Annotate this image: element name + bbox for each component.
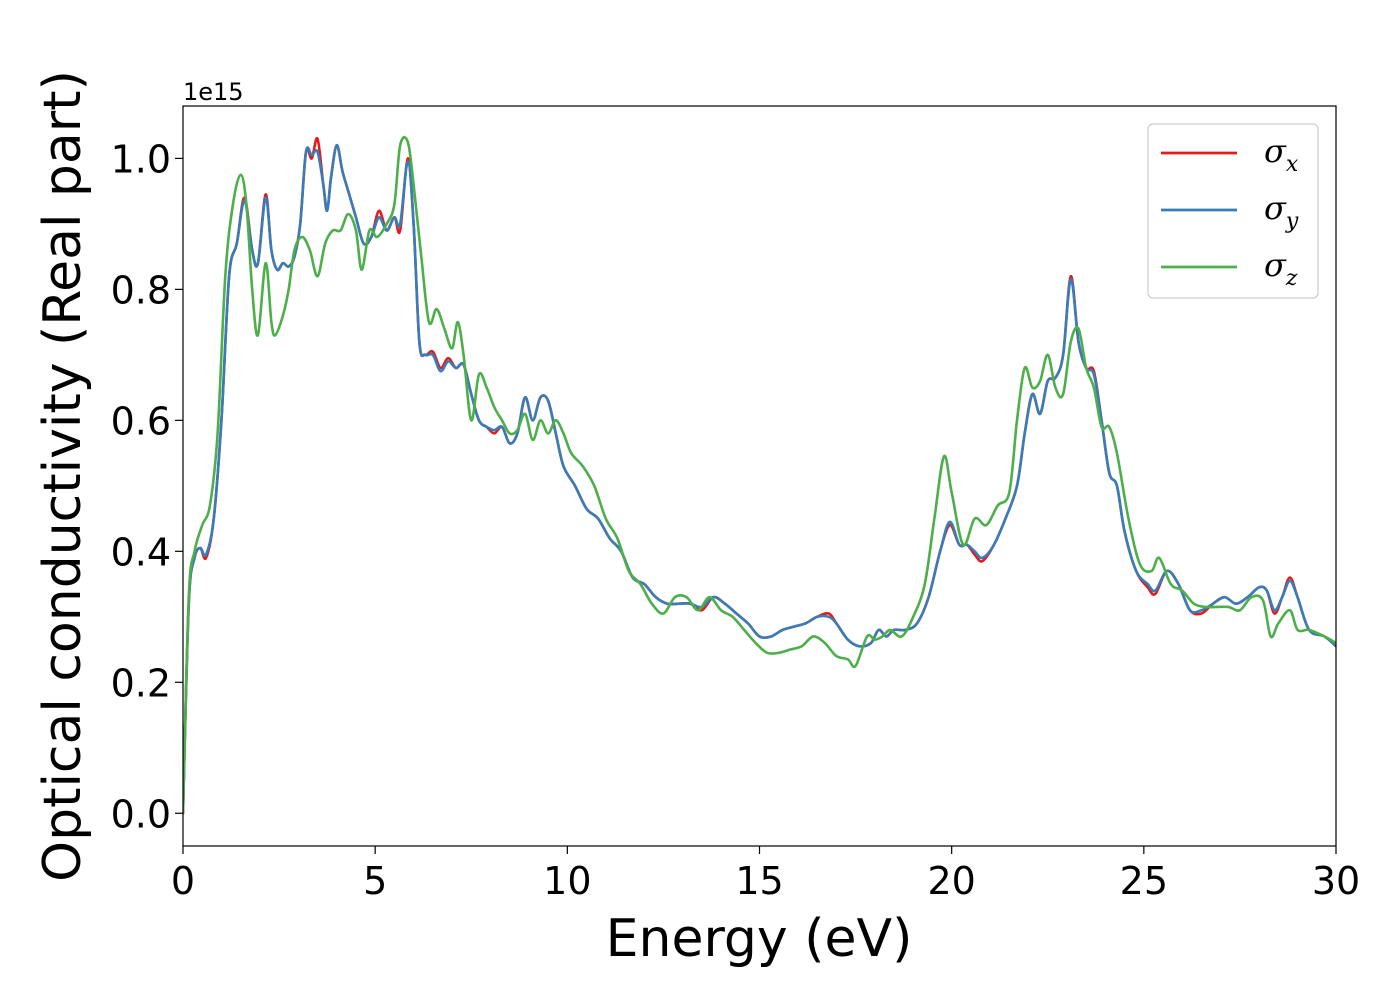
x-tick-label: 15 (735, 859, 783, 903)
x-tick-label: 0 (171, 859, 195, 903)
x-tick-label: 30 (1312, 859, 1360, 903)
y-offset-label: 1e15 (183, 78, 244, 106)
y-axis-title: Optical conductivity (Real part) (33, 70, 93, 882)
series-line-y (183, 143, 1336, 815)
x-axis-ticks: 0 5 10 15 20 25 30 (171, 846, 1360, 903)
y-tick-label: 1.0 (111, 137, 171, 181)
y-tick-label: 0.8 (111, 268, 171, 312)
y-axis-ticks: 0.0 0.2 0.4 0.6 0.8 1.0 (111, 137, 183, 836)
y-tick-label: 0.0 (111, 792, 171, 836)
x-tick-label: 10 (543, 859, 591, 903)
y-tick-label: 0.2 (111, 661, 171, 705)
y-tick-label: 0.6 (111, 399, 171, 443)
x-axis-title: Energy (eV) (606, 909, 913, 969)
series-layer (183, 136, 1336, 815)
x-tick-label: 25 (1120, 859, 1168, 903)
series-line-z (183, 136, 1336, 815)
y-tick-label: 0.4 (111, 530, 171, 574)
x-tick-label: 20 (927, 859, 975, 903)
x-tick-label: 5 (363, 859, 387, 903)
